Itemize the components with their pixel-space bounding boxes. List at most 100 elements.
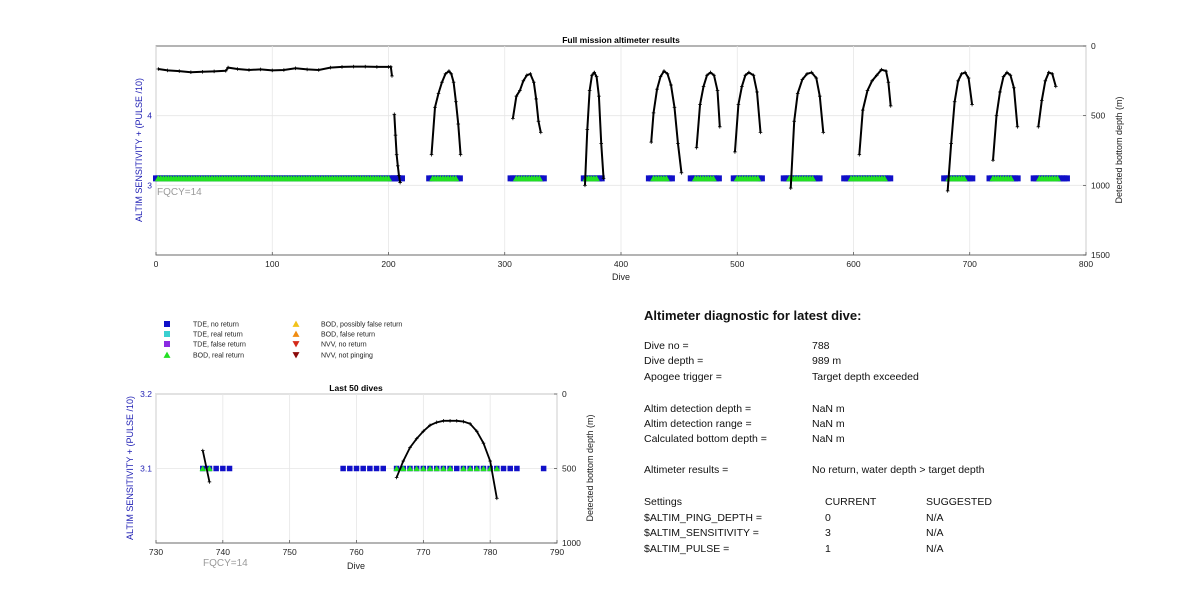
legend-label: BOD, real return: [193, 353, 244, 360]
last-50-ylabel: ALTIM SENSITIVITY + (PULSE /10): [125, 396, 135, 540]
diag-value-detection-depth: NaN m: [812, 403, 845, 415]
bottom-depth-line: [946, 71, 974, 191]
diag-label-detection-range: Altim detection range =: [644, 418, 752, 430]
bod-marker: [440, 465, 447, 472]
y-tick-label: 3.2: [140, 389, 152, 399]
bottom-depth-line: [201, 450, 211, 483]
last-50-y2ticks: 0 500 1000: [562, 389, 581, 548]
legend-marker: [164, 341, 170, 347]
bod-marker: [466, 465, 474, 472]
tde-marker: [758, 175, 765, 182]
tde-marker: [380, 465, 386, 472]
bod-marker: [1053, 175, 1061, 182]
tde-marker: [220, 465, 226, 472]
legend-marker: [163, 351, 171, 358]
x-tick-label: 500: [730, 259, 744, 269]
tde-marker: [226, 465, 233, 472]
bod-marker: [480, 465, 487, 472]
bod-marker: [754, 175, 762, 182]
setting-pulse-label: $ALTIM_PULSE =: [644, 543, 730, 555]
x-tick-label: 750: [283, 547, 297, 557]
legend-marker: [164, 321, 170, 327]
y-tick-label: 4: [147, 111, 152, 121]
y2-tick-label: 0: [562, 389, 567, 399]
last-50-xticks: 730 740 750 760 770 780 790: [149, 547, 564, 557]
y-tick-label: 3.1: [140, 464, 152, 474]
x-tick-label: 780: [483, 547, 497, 557]
diag-label-detection-depth: Altim detection depth =: [644, 403, 752, 415]
diag-label-dive-no: Dive no =: [644, 340, 689, 352]
tde-marker: [456, 175, 463, 182]
bod-marker: [446, 465, 454, 472]
legend-label: TDE, no return: [193, 322, 239, 329]
bottom-depth-line: [511, 72, 542, 133]
tde-marker: [367, 465, 373, 472]
bod-marker: [709, 175, 717, 182]
legend-marker: [292, 352, 300, 359]
diag-label-bottom-depth: Calculated bottom depth =: [644, 433, 767, 445]
last-50-marks: [199, 419, 547, 501]
tde-marker: [887, 175, 894, 182]
tde-marker: [668, 175, 675, 182]
bod-marker: [426, 465, 434, 472]
legend-marker: [292, 330, 300, 337]
bottom-depth-line: [395, 419, 498, 499]
setting-ping-depth-suggested: N/A: [926, 512, 944, 524]
full-mission-chart: Full mission altimeter results Dive ALTI…: [134, 35, 1124, 282]
full-mission-fqcy: FQCY=14: [157, 187, 202, 198]
x-tick-label: 400: [614, 259, 628, 269]
tde-marker: [398, 175, 405, 182]
full-mission-xlabel: Dive: [612, 272, 630, 282]
bod-marker: [473, 465, 481, 472]
x-tick-label: 600: [846, 259, 860, 269]
setting-pulse-suggested: N/A: [926, 543, 944, 555]
full-mission-marks: [153, 64, 1070, 193]
diag-value-dive-no: 788: [812, 340, 830, 352]
diagnostic-title: Altimeter diagnostic for latest dive:: [644, 308, 862, 323]
setting-sensitivity-label: $ALTIM_SENSITIVITY =: [644, 527, 759, 539]
bod-marker: [385, 175, 392, 182]
diag-value-apogee-trigger: Target depth exceeded: [812, 371, 919, 383]
settings-header-current: CURRENT: [825, 496, 877, 508]
legend-marker: [164, 331, 170, 337]
bod-marker: [1007, 175, 1015, 182]
legend: TDE, no return TDE, real return TDE, false…: [163, 320, 402, 360]
x-tick-label: 800: [1079, 259, 1093, 269]
last-50-dives-chart: Last 50 dives Dive ALTIM SENSITIVITY + (…: [125, 383, 595, 571]
tde-marker: [540, 175, 547, 182]
legend-label: TDE, false return: [193, 342, 246, 349]
tde-marker: [598, 175, 605, 182]
tde-marker: [514, 465, 520, 472]
bod-marker: [493, 465, 501, 472]
tde-marker: [340, 465, 346, 472]
tde-marker: [347, 465, 353, 472]
y2-tick-label: 1500: [1091, 250, 1110, 260]
x-tick-label: 700: [963, 259, 977, 269]
last-50-yticks: 3.1 3.2: [140, 389, 152, 474]
bottom-depth-line: [650, 69, 683, 173]
full-mission-y2label: Detected bottom depth (m): [1114, 96, 1124, 203]
diag-label-altimeter-results: Altimeter results =: [644, 464, 729, 476]
bottom-depth-line: [695, 71, 721, 148]
setting-sensitivity-current: 3: [825, 527, 831, 539]
full-mission-ylabel: ALTIM SENSITIVITY + (PULSE /10): [134, 78, 144, 222]
bod-marker: [535, 175, 543, 182]
y2-tick-label: 500: [1091, 111, 1105, 121]
setting-pulse-current: 1: [825, 543, 831, 555]
bod-marker: [592, 175, 600, 182]
diag-value-altimeter-results: No return, water depth > target depth: [812, 464, 985, 476]
x-tick-label: 730: [149, 547, 163, 557]
diag-label-apogee-trigger: Apogee trigger =: [644, 371, 722, 383]
bod-marker: [199, 465, 207, 472]
bod-marker: [662, 175, 670, 182]
x-tick-label: 100: [265, 259, 279, 269]
setting-ping-depth-current: 0: [825, 512, 831, 524]
bod-marker: [413, 465, 420, 472]
bod-marker: [433, 465, 440, 472]
tde-marker: [816, 175, 823, 182]
last-50-fqcy: FQCY=14: [203, 558, 248, 569]
setting-sensitivity-suggested: N/A: [926, 527, 944, 539]
x-tick-label: 300: [498, 259, 512, 269]
tde-marker: [454, 465, 460, 472]
